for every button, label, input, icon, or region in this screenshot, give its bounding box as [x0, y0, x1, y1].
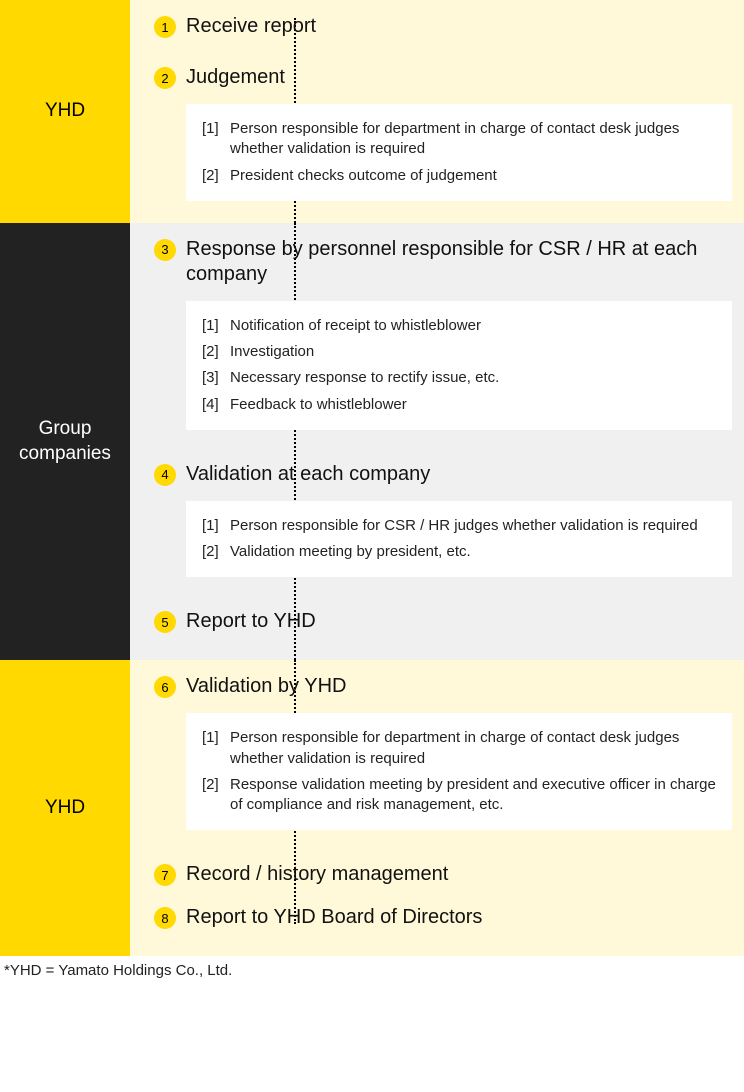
step-detail-box: [1]Person responsible for department in … — [186, 713, 732, 830]
sidebar-yhd-2: YHD — [0, 660, 130, 956]
step-title: Validation at each company — [186, 462, 732, 491]
step-2: 2 Judgement [1]Person responsible for de… — [130, 55, 732, 223]
step-6: 6 Validation by YHD [1]Person responsibl… — [130, 660, 732, 852]
detail-text: Person responsible for CSR / HR judges w… — [230, 516, 698, 536]
sidebar-label: YHD — [45, 796, 85, 821]
sidebar-label: YHD — [45, 99, 85, 124]
step-number-badge: 2 — [154, 67, 176, 89]
step-8: 8 Report to YHD Board of Directors — [130, 895, 732, 938]
process-diagram: YHD 1 Receive report 2 Judgement [1]Pers… — [0, 0, 744, 985]
step-5: 5 Report to YHD — [130, 599, 732, 642]
detail-text: Validation meeting by president, etc. — [230, 542, 471, 562]
step-number-badge: 6 — [154, 676, 176, 698]
detail-text: Person responsible for department in cha… — [230, 119, 716, 160]
step-title: Record / history management — [186, 862, 732, 891]
step-7: 7 Record / history management — [130, 852, 732, 895]
step-number-badge: 7 — [154, 864, 176, 886]
step-title: Report to YHD Board of Directors — [186, 905, 732, 934]
step-title: Report to YHD — [186, 609, 732, 638]
detail-text: Investigation — [230, 342, 314, 362]
step-title: Receive report — [186, 14, 732, 43]
step-number-badge: 4 — [154, 464, 176, 486]
sidebar-yhd-1: YHD — [0, 0, 130, 223]
step-1: 1 Receive report — [130, 0, 732, 47]
detail-text: Person responsible for department in cha… — [230, 728, 716, 769]
step-detail-box: [1]Person responsible for CSR / HR judge… — [186, 501, 732, 578]
section-yhd-2: YHD 6 Validation by YHD [1]Person respon… — [0, 660, 744, 956]
step-number-badge: 8 — [154, 907, 176, 929]
detail-text: Necessary response to rectify issue, etc… — [230, 368, 499, 388]
step-3: 3 Response by personnel responsible for … — [130, 223, 732, 452]
section-content-3: 6 Validation by YHD [1]Person responsibl… — [130, 660, 744, 956]
step-detail-box: [1]Person responsible for department in … — [186, 104, 732, 201]
step-4: 4 Validation at each company [1]Person r… — [130, 452, 732, 600]
step-title: Judgement — [186, 65, 732, 94]
step-title: Validation by YHD — [186, 674, 732, 703]
sidebar-label: Groupcompanies — [19, 417, 111, 466]
step-detail-box: [1]Notification of receipt to whistleblo… — [186, 301, 732, 430]
sidebar-group: Groupcompanies — [0, 223, 130, 661]
section-content-1: 1 Receive report 2 Judgement [1]Person r… — [130, 0, 744, 223]
detail-text: Notification of receipt to whistleblower — [230, 316, 481, 336]
detail-text: Response validation meeting by president… — [230, 775, 716, 816]
step-number-badge: 5 — [154, 611, 176, 633]
section-yhd-1: YHD 1 Receive report 2 Judgement [1]Pers… — [0, 0, 744, 223]
footnote: *YHD = Yamato Holdings Co., Ltd. — [0, 956, 744, 985]
detail-text: President checks outcome of judgement — [230, 166, 497, 186]
step-number-badge: 1 — [154, 16, 176, 38]
section-content-2: 3 Response by personnel responsible for … — [130, 223, 744, 661]
section-group: Groupcompanies 3 Response by personnel r… — [0, 223, 744, 661]
step-title: Response by personnel responsible for CS… — [186, 237, 732, 291]
step-number-badge: 3 — [154, 239, 176, 261]
detail-text: Feedback to whistleblower — [230, 395, 407, 415]
